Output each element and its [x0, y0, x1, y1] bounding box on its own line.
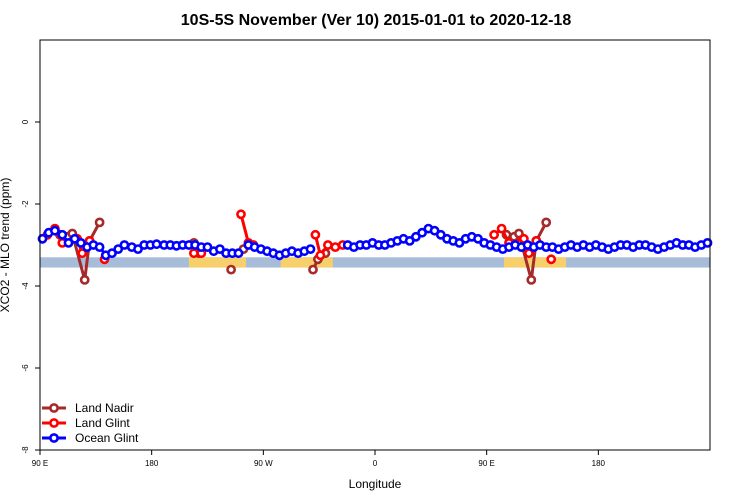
- land-band-0: [188, 257, 246, 268]
- y-axis-label: XCO2 - MLO trend (ppm): [0, 178, 12, 313]
- data-point: [541, 217, 552, 228]
- series-ocean-glint: [37, 223, 713, 261]
- data-point: [76, 237, 86, 248]
- data-point: [94, 242, 105, 252]
- legend-label: Land Glint: [75, 416, 130, 430]
- data-point: [496, 223, 507, 234]
- data-point: [310, 229, 321, 240]
- land-band-1: [280, 257, 333, 268]
- data-point: [77, 248, 88, 259]
- legend-item: Land Nadir: [42, 401, 134, 415]
- legend-marker: [49, 403, 59, 413]
- data-point: [236, 209, 246, 220]
- y-tick-label: -2: [21, 200, 30, 208]
- data-point: [489, 229, 499, 240]
- x-tick-label: 90 E: [478, 459, 494, 468]
- data-point: [305, 244, 316, 254]
- data-point: [79, 274, 90, 285]
- data-point: [151, 239, 162, 250]
- data-point: [308, 264, 318, 275]
- legend-item: Ocean Glint: [42, 431, 139, 445]
- chart-title: 10S-5S November (Ver 10) 2015-01-01 to 2…: [181, 12, 572, 29]
- data-point: [94, 217, 105, 228]
- legend-item: Land Glint: [42, 416, 130, 430]
- x-tick-label: 90 W: [254, 459, 273, 468]
- y-tick-label: -6: [21, 364, 30, 372]
- x-tick-label: 0: [373, 459, 378, 468]
- x-axis-label: Longitude: [349, 477, 402, 491]
- data-point: [526, 274, 537, 285]
- y-tick-label: -4: [21, 282, 30, 290]
- data-point: [417, 227, 427, 238]
- x-tick-label: 180: [592, 459, 606, 468]
- axes: 90 E 180 90 W 0 90 E 180 0 -2 -4 -6 -8: [21, 119, 606, 468]
- data-point: [315, 250, 326, 261]
- legend-marker: [49, 418, 59, 428]
- x-tick-label: 90 E: [32, 459, 48, 468]
- data-point: [702, 237, 713, 248]
- legend-label: Ocean Glint: [75, 431, 139, 445]
- x-tick-label: 180: [145, 459, 159, 468]
- legend-marker: [49, 433, 59, 443]
- series-layer: [37, 209, 713, 285]
- map-background: [40, 257, 710, 268]
- data-point: [37, 233, 48, 244]
- data-point: [50, 225, 60, 236]
- land-band-2: [504, 257, 567, 268]
- data-point: [226, 264, 236, 275]
- data-point: [546, 254, 557, 265]
- data-point: [57, 229, 68, 240]
- legend-label: Land Nadir: [75, 401, 134, 415]
- ocean-band: [40, 257, 710, 268]
- data-point: [233, 248, 244, 259]
- y-tick-label: 0: [21, 119, 30, 124]
- y-tick-label: -8: [21, 446, 30, 454]
